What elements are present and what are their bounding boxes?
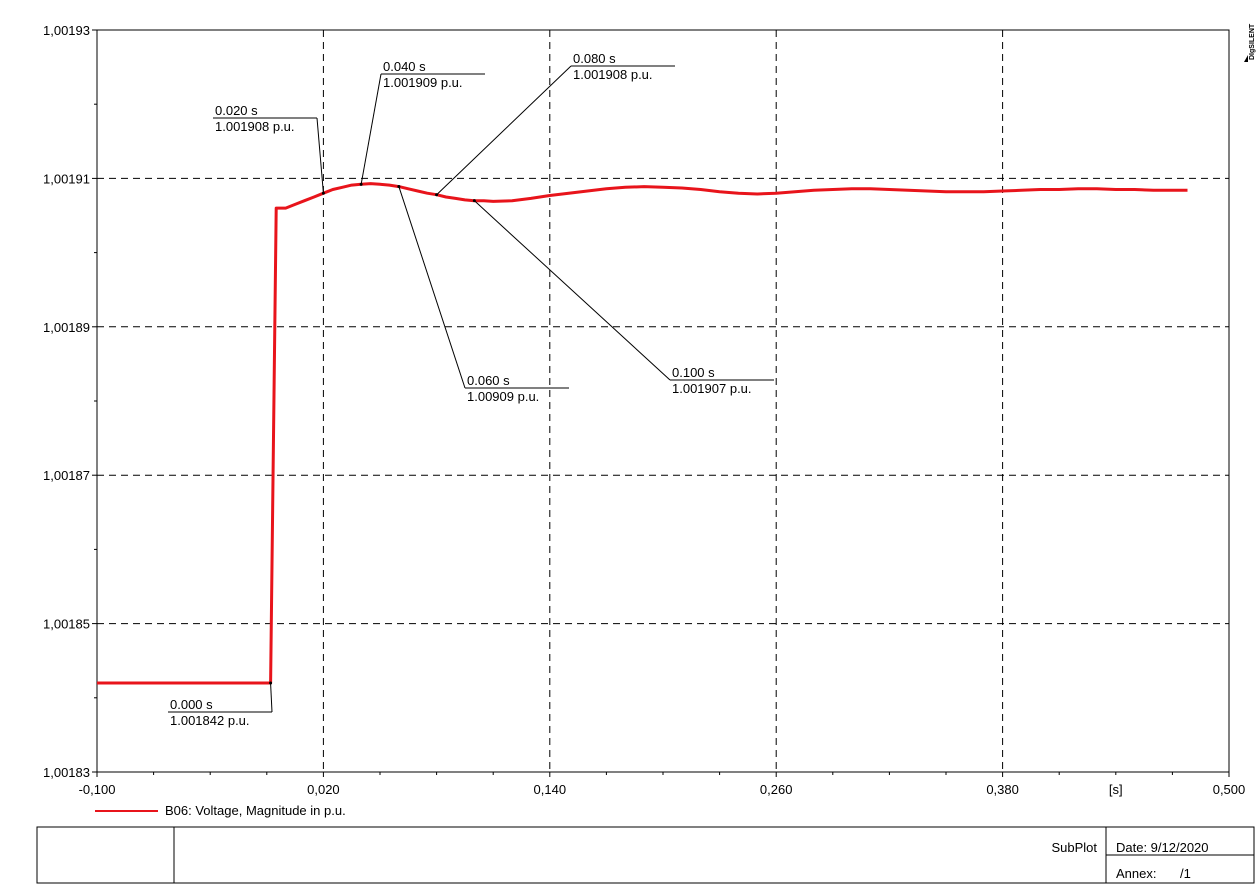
annotation-value: 1.001907 p.u. [672, 381, 752, 396]
annotations: 0.000 s1.001842 p.u.0.020 s1.001908 p.u.… [168, 51, 774, 728]
annotation-leader [360, 73, 382, 185]
x-tick-label: 0,500 [1213, 782, 1246, 797]
footer-annex-label: Annex: [1116, 866, 1156, 881]
logo-text: DIgSILENT [1249, 23, 1256, 60]
annotation-marker [321, 191, 325, 195]
annotation-callout: 0.100 s1.001907 p.u. [472, 199, 774, 396]
logo-triangle-icon [1244, 55, 1248, 62]
annotation-callout: 0.020 s1.001908 p.u. [213, 103, 325, 195]
footer-box: SubPlot Date: 9/12/2020 Annex: /1 [36, 826, 1255, 884]
x-axis: -0,100 0,020 0,140 0,260 0,380 0,500 [79, 772, 1246, 797]
annotation-value: 1.00909 p.u. [467, 389, 539, 404]
annotation-marker [359, 182, 363, 186]
y-tick-label: 1,00187 [43, 468, 90, 483]
digsilent-logo: DIgSILENT [1244, 23, 1256, 62]
x-tick-label: 0,020 [307, 782, 340, 797]
annotation-marker [435, 193, 439, 197]
annotation-leader [398, 186, 466, 389]
x-unit-label: [s] [1109, 782, 1123, 797]
annotation-value: 1.001909 p.u. [383, 75, 463, 90]
y-tick-label: 1,00183 [43, 765, 90, 780]
x-tick-label: -0,100 [79, 782, 116, 797]
annotation-time: 0.100 s [672, 365, 715, 380]
plot-frame [96, 29, 1230, 773]
annotation-marker [397, 185, 401, 189]
x-tick-label: 0,260 [760, 782, 793, 797]
legend: B06: Voltage, Magnitude in p.u. [95, 803, 346, 818]
annotation-callout: 0.080 s1.001908 p.u. [435, 51, 675, 197]
y-axis: 1,00183 1,00185 1,00187 1,00189 1,00191 1,001… [43, 23, 97, 780]
y-tick-label: 1,00191 [43, 171, 90, 186]
y-tick-label: 1,00193 [43, 23, 90, 38]
series-line [97, 182, 1188, 685]
annotation-value: 1.001908 p.u. [215, 119, 295, 134]
annotation-time: 0.080 s [573, 51, 616, 66]
footer-annex-value: /1 [1180, 866, 1191, 881]
annotation-time: 0.060 s [467, 373, 510, 388]
annotation-time: 0.020 s [215, 103, 258, 118]
x-tick-label: 0,380 [986, 782, 1019, 797]
annotation-leader [473, 200, 671, 381]
annotation-time: 0.040 s [383, 59, 426, 74]
annotation-value: 1.001842 p.u. [170, 713, 250, 728]
annotation-marker [269, 681, 273, 685]
x-tick-label: 0,140 [534, 782, 567, 797]
footer-title: SubPlot [1051, 840, 1097, 855]
annotation-marker [472, 199, 476, 203]
annotation-callout: 0.000 s1.001842 p.u. [168, 681, 273, 728]
legend-label: B06: Voltage, Magnitude in p.u. [165, 803, 346, 818]
annotation-callout: 0.040 s1.001909 p.u. [359, 59, 485, 186]
grid-lines [97, 30, 1229, 772]
y-tick-label: 1,00185 [43, 617, 90, 632]
annotation-leader [436, 65, 572, 196]
annotation-leader [270, 682, 273, 713]
annotation-leader [316, 117, 324, 194]
y-tick-label: 1,00189 [43, 320, 90, 335]
annotation-value: 1.001908 p.u. [573, 67, 653, 82]
annotation-time: 0.000 s [170, 697, 213, 712]
annotation-callout: 0.060 s1.00909 p.u. [397, 185, 569, 404]
footer-date: Date: 9/12/2020 [1116, 840, 1209, 855]
